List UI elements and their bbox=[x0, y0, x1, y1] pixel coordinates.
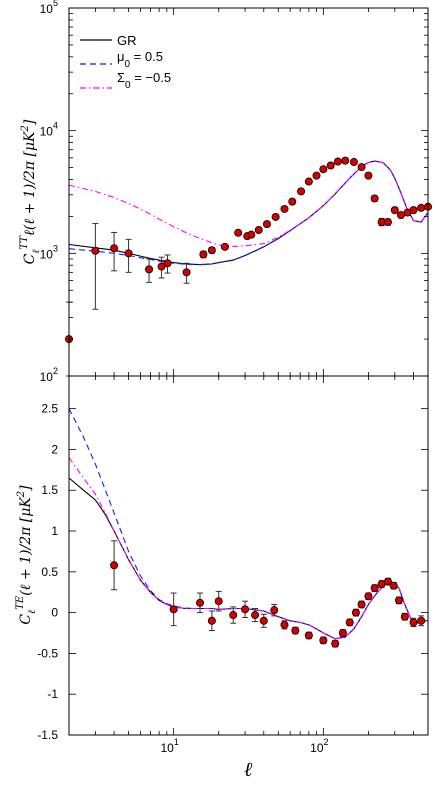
bot-data-point bbox=[270, 606, 279, 615]
bottom-panel: -1.5 -1 -0.5 0 0.5 1 1.5 2 2.5 101 102 CℓTE(ℓ + 1… bbox=[15, 375, 429, 781]
bottom-x-tick-labels: 101 102 bbox=[160, 737, 328, 755]
top-data-point bbox=[254, 225, 263, 234]
bot-y-tick-label: 0 bbox=[51, 606, 58, 620]
top-data-point bbox=[91, 246, 100, 255]
bot-data-point bbox=[345, 618, 354, 627]
bot-data-point bbox=[383, 577, 392, 586]
bot-data-point bbox=[214, 597, 223, 606]
bot-data-point bbox=[207, 616, 216, 625]
top-y-tick-labels: 102 103 104 105 bbox=[40, 0, 58, 384]
top-data-point bbox=[333, 157, 342, 166]
top-data-point bbox=[304, 177, 313, 186]
bottom-plot-frame bbox=[68, 375, 429, 736]
top-data-point bbox=[220, 242, 229, 251]
bot-data-point bbox=[389, 581, 398, 590]
top-y-axis-label: CℓTTℓ(ℓ + 1)/2π [μK2] bbox=[19, 119, 42, 264]
top-y-ticks bbox=[68, 8, 429, 377]
top-data-point bbox=[390, 206, 399, 215]
top-data-point bbox=[319, 165, 328, 174]
top-data-point bbox=[262, 220, 271, 229]
bottom-data-points bbox=[110, 540, 426, 648]
top-data-point bbox=[157, 262, 166, 271]
top-data-point bbox=[357, 163, 366, 172]
bot-y-tick-label: 2 bbox=[51, 442, 58, 456]
top-data-point bbox=[199, 250, 208, 259]
top-data-point bbox=[247, 230, 256, 239]
bot-data-point bbox=[364, 592, 373, 601]
legend-label-gr: GR bbox=[117, 33, 137, 48]
bot-data-point bbox=[331, 639, 340, 648]
top-curve-1 bbox=[68, 160, 429, 266]
top-data-point bbox=[312, 171, 321, 180]
top-data-point bbox=[207, 246, 216, 255]
top-data-point bbox=[370, 194, 379, 203]
top-data-point bbox=[349, 158, 358, 167]
bot-data-point bbox=[417, 616, 426, 625]
bot-data-point bbox=[319, 636, 328, 645]
bot-data-point bbox=[351, 608, 360, 617]
bot-y-tick-label: 1.5 bbox=[41, 483, 58, 497]
bot-data-point bbox=[196, 598, 205, 607]
top-y-tick-label: 102 bbox=[40, 366, 58, 384]
bot-data-point bbox=[169, 605, 178, 614]
top-y-tick-label: 103 bbox=[40, 243, 58, 261]
x-tick-label: 101 bbox=[160, 737, 178, 755]
bot-y-tick-label: 1 bbox=[51, 524, 58, 538]
top-data-point bbox=[341, 156, 350, 165]
top-data-point bbox=[145, 265, 154, 274]
bot-data-point bbox=[110, 561, 119, 570]
top-data-point bbox=[124, 249, 133, 258]
top-y-tick-label: 105 bbox=[40, 0, 58, 16]
bot-y-tick-label: -1 bbox=[47, 687, 58, 701]
legend: GR μ0 = 0.5 Σ0 = −0.5 bbox=[80, 33, 171, 91]
top-data-point bbox=[364, 171, 373, 180]
top-data-point bbox=[288, 197, 297, 206]
bottom-y-axis-label: CℓTE(ℓ + 1)/2π [μK2] bbox=[15, 485, 38, 625]
bot-y-tick-label: -1.5 bbox=[37, 728, 58, 742]
bot-data-point bbox=[357, 600, 366, 609]
bot-data-point bbox=[304, 631, 313, 640]
x-axis-label: ℓ bbox=[244, 757, 253, 781]
top-data-point bbox=[163, 259, 172, 268]
top-data-point bbox=[383, 218, 392, 227]
bot-data-point bbox=[251, 611, 260, 620]
top-data-point bbox=[297, 187, 306, 196]
bot-y-tick-label: 0.5 bbox=[41, 565, 58, 579]
top-data-point bbox=[280, 204, 289, 213]
bot-data-point bbox=[409, 618, 418, 627]
x-tick-label: 102 bbox=[310, 737, 328, 755]
bot-data-point bbox=[241, 605, 250, 614]
bot-data-point bbox=[259, 616, 268, 625]
top-y-tick-label: 104 bbox=[40, 121, 58, 139]
bot-data-point bbox=[394, 596, 403, 605]
bot-data-point bbox=[400, 612, 409, 621]
bot-data-point bbox=[229, 611, 238, 620]
bot-y-tick-label: -0.5 bbox=[37, 646, 58, 660]
bottom-y-tick-labels: -1.5 -1 -0.5 0 0.5 1 1.5 2 2.5 bbox=[37, 402, 58, 742]
bot-data-point bbox=[370, 584, 379, 593]
bot-data-point bbox=[291, 626, 300, 635]
top-data-point bbox=[409, 206, 418, 215]
top-data-point bbox=[234, 228, 243, 237]
legend-label-mu0: μ0 = 0.5 bbox=[117, 49, 163, 70]
top-data-point bbox=[182, 268, 191, 277]
bot-data-point bbox=[338, 629, 347, 638]
bot-y-tick-label: 2.5 bbox=[41, 402, 58, 416]
top-data-point bbox=[417, 203, 426, 212]
top-data-point bbox=[271, 212, 280, 221]
legend-label-sigma0: Σ0 = −0.5 bbox=[117, 70, 171, 91]
top-data-points bbox=[65, 156, 432, 377]
bot-data-point bbox=[280, 620, 289, 629]
top-data-point bbox=[110, 244, 119, 253]
top-curve-2 bbox=[68, 160, 429, 247]
top-data-point bbox=[396, 211, 405, 220]
top-data-point bbox=[326, 161, 335, 170]
